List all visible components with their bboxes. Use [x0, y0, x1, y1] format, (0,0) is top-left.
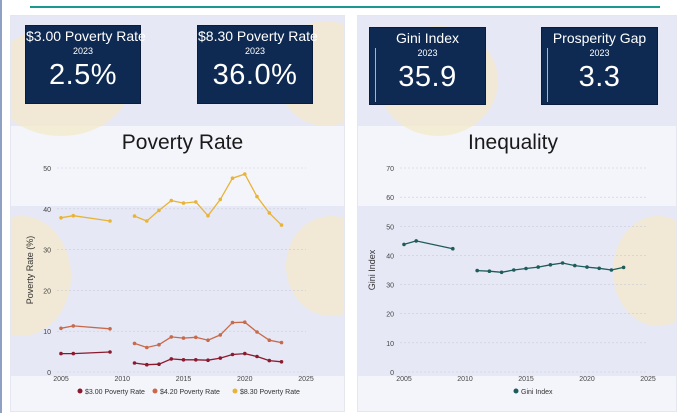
kpi-title: $3.00 Poverty Rate: [26, 28, 146, 44]
kpi-card-gini: Gini Index 2023 35.9: [369, 27, 486, 105]
card-edge-mark: [547, 48, 548, 102]
top-accent-line: [30, 6, 660, 8]
kpi-card-poverty-830: $8.30 Poverty Rate 2023 36.0%: [197, 25, 318, 104]
kpi-year: 2023: [244, 46, 266, 56]
kpi-value: 35.9: [398, 61, 457, 93]
kpi-title: Prosperity Gap: [552, 30, 647, 46]
kpi-year: 2023: [417, 48, 438, 58]
card-edge-mark: [375, 48, 376, 102]
kpi-year: 2023: [589, 48, 610, 58]
chart-title-poverty: Poverty Rate: [121, 131, 244, 154]
kpi-value: 36.0%: [212, 59, 298, 91]
kpi-title: $8.30 Poverty Rate: [198, 28, 318, 44]
chart-title-inequality: Inequality: [468, 131, 558, 154]
kpi-card-poverty-300: $3.00 Poverty Rate 2023 2.5%: [25, 25, 146, 104]
kpi-card-prosperity-gap: Prosperity Gap 2023 3.3: [541, 27, 658, 105]
left-border: [0, 0, 2, 413]
kpi-title: Gini Index: [395, 30, 460, 46]
kpi-value: 3.3: [578, 61, 621, 93]
kpi-year: 2023: [72, 46, 94, 56]
kpi-value: 2.5%: [48, 59, 118, 91]
